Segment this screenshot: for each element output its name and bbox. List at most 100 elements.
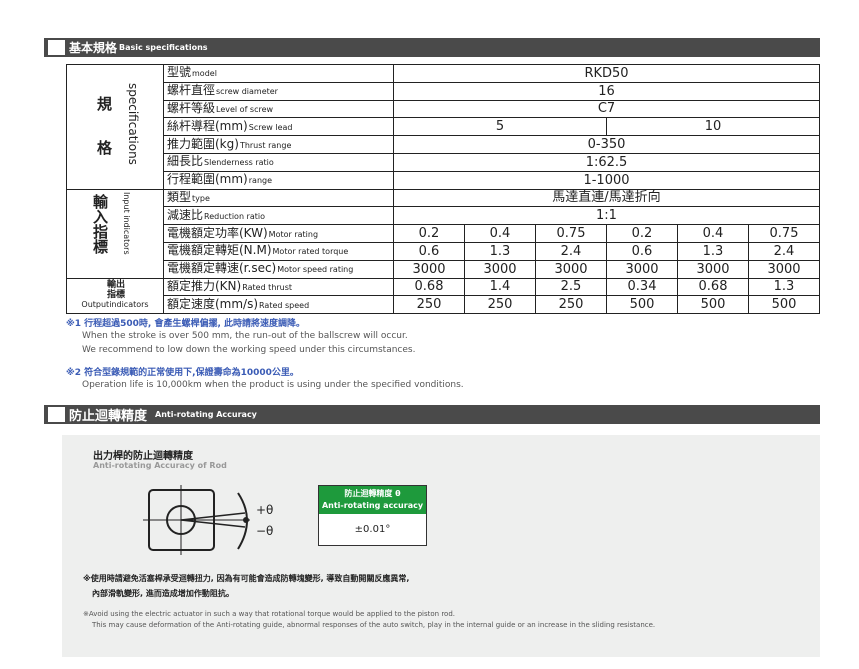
accuracy-box-title-zh: 防止迴轉精度 θ (344, 489, 401, 498)
table-row: 電機額定轉速(r.sec)Motor speed rating 3000 3000 3… (67, 259, 820, 279)
row-label-zh: 行程範圍(mm) (167, 172, 248, 187)
row-label-zh: 推力範圍(kg) (167, 136, 239, 151)
panel-title-zh: 出力桿的防止迴轉精度 (93, 451, 193, 462)
row-label-en: Motor speed rating (277, 265, 354, 275)
note-1-en-1: When the stroke is over 500 mm, the run-… (82, 331, 408, 341)
value-cell: 1:62.5 (393, 152, 820, 172)
note-1-en-2: We recommend to low down the working spe… (82, 345, 416, 355)
row-label-zh: 減速比 (167, 207, 204, 222)
value-cell: RKD50 (393, 64, 820, 83)
row-label-en: screw diameter (216, 87, 278, 97)
row-label: 電機額定功率(KW)Motor rating (163, 224, 394, 243)
group-output: 輸出指標 Outputindicators (66, 277, 164, 315)
value-cell: 0.68 (677, 277, 749, 297)
row-label-en: Motor rated torque (272, 247, 349, 257)
row-label-en: Rated speed (259, 300, 310, 310)
value-cell: 0.2 (606, 224, 678, 243)
value-cell: 0.4 (464, 224, 536, 243)
value-cell: 3000 (748, 259, 820, 279)
value-cell: 2.5 (535, 277, 607, 297)
rotation-diagram (143, 485, 250, 555)
group-label-en: Outputindicators (81, 300, 149, 310)
group-label-en: Input indicators (122, 191, 131, 255)
value-cell: 1.4 (464, 277, 536, 297)
value-cell: 10 (606, 117, 820, 137)
value-cell: 0.75 (535, 224, 607, 243)
value-cell: 0-350 (393, 135, 820, 154)
row-label: 減速比Reduction ratio (163, 206, 394, 226)
row-label: 細長比Slenderness ratio (163, 152, 394, 172)
header-square-icon (48, 40, 65, 55)
value-cell: 250 (535, 295, 607, 315)
row-label-zh: 額定推力(KN) (167, 278, 242, 293)
row-label: 絲杆導程(mm)Screw lead (163, 117, 394, 137)
row-label-zh: 型號 (167, 65, 192, 80)
row-label-zh: 額定速度(mm/s) (167, 296, 259, 311)
section-header-basic-specs: 基本規格 Basic specifications (44, 38, 820, 57)
header-square-icon (48, 407, 65, 422)
value-cell: 250 (464, 295, 536, 315)
value-cell: 2.4 (535, 241, 607, 261)
row-label-zh: 細長比 (167, 154, 204, 169)
row-label-en: Screw lead (248, 122, 293, 132)
row-label-zh: 電機額定功率(KW) (167, 225, 268, 240)
row-label-zh: 絲杆導程(mm) (167, 118, 248, 133)
row-label: 電機額定轉速(r.sec)Motor speed rating (163, 259, 394, 279)
warning-en-1: ※Avoid using the electric actuator in su… (83, 610, 455, 618)
row-label: 螺杆等級Level of screw (163, 99, 394, 119)
accuracy-box-title-en: Anti-rotating accuracy (321, 501, 424, 510)
value-cell: 5 (393, 117, 607, 137)
value-cell: 0.75 (748, 224, 820, 243)
row-label: 推力範圍(kg)Thrust range (163, 135, 394, 154)
warning-zh-1: ※使用時請避免活塞桿承受迴轉扭力, 因為有可能會造成防轉塊變形, 導致自動開關反… (83, 574, 410, 583)
group-label-en: specifications (126, 83, 140, 165)
section-title-en: Anti-rotating Accuracy (155, 410, 257, 419)
table-row: 絲杆導程(mm)Screw lead 5 10 (67, 117, 820, 137)
table-row: 螺杆直徑screw diameter 16 (67, 81, 820, 101)
value-cell: 3000 (606, 259, 678, 279)
value-cell: 3000 (393, 259, 465, 279)
value-cell: 0.68 (393, 277, 465, 297)
value-cell: 1.3 (677, 241, 749, 261)
table-row: 電機額定轉矩(N.M)Motor rated torque 0.6 1.3 2.4 0.… (67, 241, 820, 261)
row-label: 類型type (163, 188, 394, 208)
group-label-zh: 輸入指標 (91, 193, 109, 254)
group-label-zh: 規 (97, 95, 113, 113)
accuracy-value: ±0.01° (354, 524, 391, 535)
table-row: 輸出指標 Outputindicators 額定推力(KN)Rated thrust… (66, 277, 820, 315)
value-cell: 1.3 (464, 241, 536, 261)
panel-title-en: Anti-rotating Accuracy of Rod (93, 461, 227, 470)
row-label: 額定推力(KN)Rated thrust (163, 277, 394, 297)
section-title-en: Basic specifications (119, 43, 208, 52)
note-2-zh: ※2 符合型錄規範的正常使用下,保證壽命為10000公里。 (66, 368, 299, 378)
table-row: 推力範圍(kg)Thrust range 0-350 (67, 135, 820, 154)
table-row: 額定速度(mm/s)Rated speed 250 250 250 500 500 500 (67, 295, 820, 315)
row-label-en: range (248, 176, 273, 186)
value-cell: 3000 (535, 259, 607, 279)
table-row: 輸入指標 Input indicators 類型type 馬達直連/馬達折向 (66, 188, 820, 279)
table-row: 細長比Slenderness ratio 1:62.5 (67, 152, 820, 172)
value-cell: 500 (677, 295, 749, 315)
row-label-en: type (192, 193, 210, 203)
row-label-zh: 類型 (167, 189, 192, 204)
value-cell: C7 (393, 99, 820, 119)
section-title-zh: 防止迴轉精度 (69, 409, 148, 424)
row-label-zh: 螺杆等級 (167, 100, 216, 115)
group-label-zh: 輸出指標 (106, 279, 125, 300)
note-2-en: Operation life is 10,000km when the prod… (82, 380, 464, 390)
spec-table: 規格 specifications 型號model RKD50 螺杆直徑screw di… (66, 64, 820, 315)
row-label: 螺杆直徑screw diameter (163, 81, 394, 101)
value-cell: 2.4 (748, 241, 820, 261)
row-label-zh: 電機額定轉矩(N.M) (167, 243, 272, 258)
accuracy-box: 防止迴轉精度 θ Anti-rotating accuracy ±0.01° (318, 485, 427, 546)
row-label: 額定速度(mm/s)Rated speed (163, 295, 394, 315)
row-label-en: Rated thrust (242, 282, 293, 292)
value-cell: 500 (748, 295, 820, 315)
row-label-en: Level of screw (216, 104, 274, 114)
row-label-en: Reduction ratio (204, 211, 265, 221)
group-input: 輸入指標 Input indicators (66, 188, 164, 279)
row-label-zh: 螺杆直徑 (167, 83, 216, 98)
value-cell: 3000 (677, 259, 749, 279)
value-cell: 1-1000 (393, 170, 820, 190)
value-cell: 1:1 (393, 206, 820, 226)
